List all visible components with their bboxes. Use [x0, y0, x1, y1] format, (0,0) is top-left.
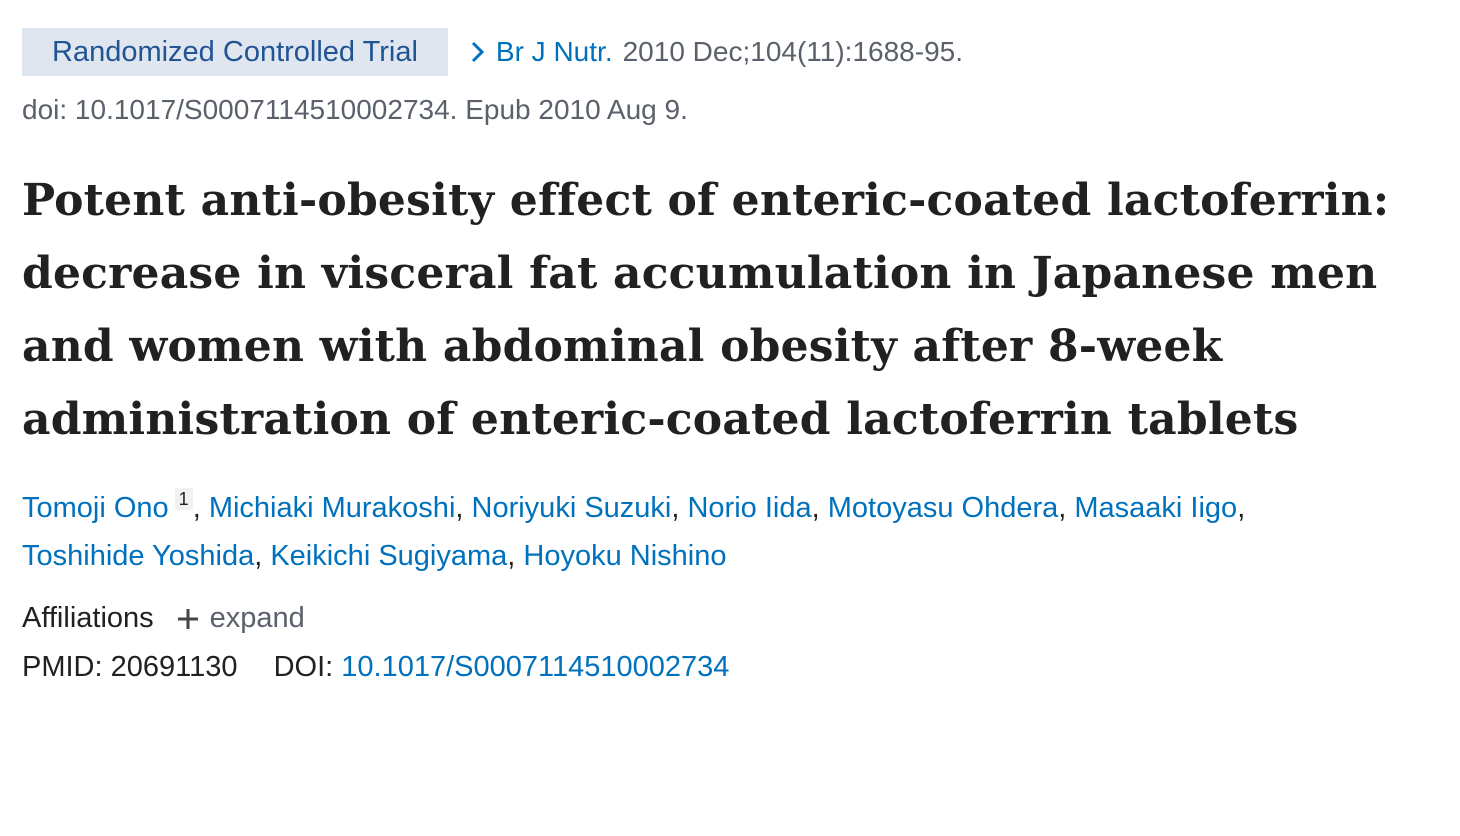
author-separator: ,: [254, 540, 263, 572]
author-name[interactable]: Noriyuki Suzuki: [471, 492, 672, 524]
affiliations-label: Affiliations: [22, 602, 154, 634]
author-name[interactable]: Toshihide Yoshida: [22, 540, 255, 572]
author-name[interactable]: Masaaki Iigo: [1074, 492, 1238, 524]
doi-line: doi: 10.1017/S0007114510002734. Epub 201…: [22, 94, 688, 125]
affiliations-row: Affiliations expand: [22, 602, 1432, 635]
author-name[interactable]: Hoyoku Nishino: [523, 540, 727, 572]
author-entry: Keikichi Sugiyama,: [270, 540, 515, 572]
author-entry: Masaaki Iigo,: [1074, 492, 1245, 524]
article-header: Randomized Controlled Trial Br J Nutr. 2…: [22, 28, 1432, 684]
identifiers: PMID: 20691130 DOI: 10.1017/S00071145100…: [22, 651, 1432, 684]
author-name[interactable]: Keikichi Sugiyama: [270, 540, 508, 572]
author-entry: Norio Iida,: [687, 492, 819, 524]
pmid-label: PMID:: [22, 651, 103, 683]
article-title: Potent anti-obesity effect of enteric-co…: [22, 175, 1390, 445]
author-name[interactable]: Motoyasu Ohdera: [827, 492, 1059, 524]
affiliation-ref[interactable]: 1: [174, 488, 193, 510]
doi-label: DOI:: [273, 651, 334, 683]
citation: 2010 Dec;104(11):1688-95.: [622, 36, 963, 67]
journal-link[interactable]: Br J Nutr.: [495, 36, 613, 67]
author-entry: Noriyuki Suzuki,: [472, 492, 680, 524]
author-separator: ,: [455, 492, 464, 524]
author-entry: Michiaki Murakoshi,: [209, 492, 464, 524]
author-separator: ,: [192, 492, 201, 524]
plus-icon[interactable]: [176, 607, 200, 631]
author-entry: Hoyoku Nishino: [523, 540, 726, 572]
author-list: Tomoji Ono 1, Michiaki Murakoshi, Noriyuk…: [22, 484, 1422, 580]
author-separator: ,: [1058, 492, 1067, 524]
author-name[interactable]: Tomoji Ono: [22, 492, 169, 524]
author-separator: ,: [671, 492, 680, 524]
doi-link[interactable]: 10.1017/S0007114510002734: [341, 651, 730, 683]
author-separator: ,: [811, 492, 820, 524]
expand-toggle[interactable]: expand: [209, 602, 305, 634]
chevron-icon: [471, 41, 485, 63]
author-separator: ,: [507, 540, 516, 572]
author-entry: Motoyasu Ohdera,: [828, 492, 1067, 524]
publication-type-badge: Randomized Controlled Trial: [22, 28, 448, 76]
author-separator: ,: [1237, 492, 1246, 524]
author-name[interactable]: Michiaki Murakoshi: [208, 492, 456, 524]
citation-row: Randomized Controlled Trial Br J Nutr. 2…: [22, 28, 1432, 76]
author-entry: Toshihide Yoshida,: [22, 540, 262, 572]
pmid: 20691130: [110, 651, 238, 683]
author-name[interactable]: Norio Iida: [687, 492, 812, 524]
author-entry: Tomoji Ono 1,: [22, 488, 201, 524]
